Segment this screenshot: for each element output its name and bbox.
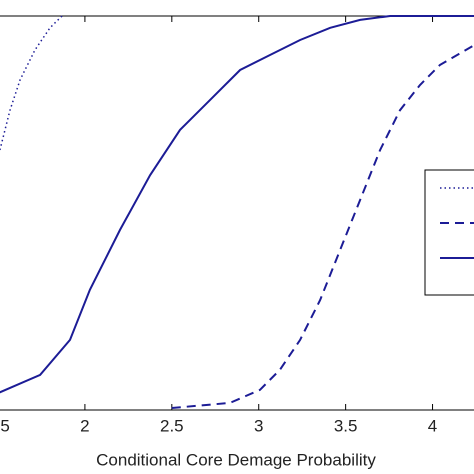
x-tick-label: 2.5 (160, 416, 184, 435)
series-line (0, 15, 63, 151)
x-tick-label: 3 (254, 416, 263, 435)
series-line (171, 44, 474, 409)
x-tick-label: 3.5 (334, 416, 358, 435)
x-tick-label: 4 (428, 416, 437, 435)
x-axis-label: Conditional Core Demage Probability (96, 450, 376, 469)
series-line (0, 15, 474, 394)
legend-box (424, 169, 474, 296)
x-tick-label: 1.5 (0, 416, 10, 435)
x-tick-label: 2 (80, 416, 89, 435)
